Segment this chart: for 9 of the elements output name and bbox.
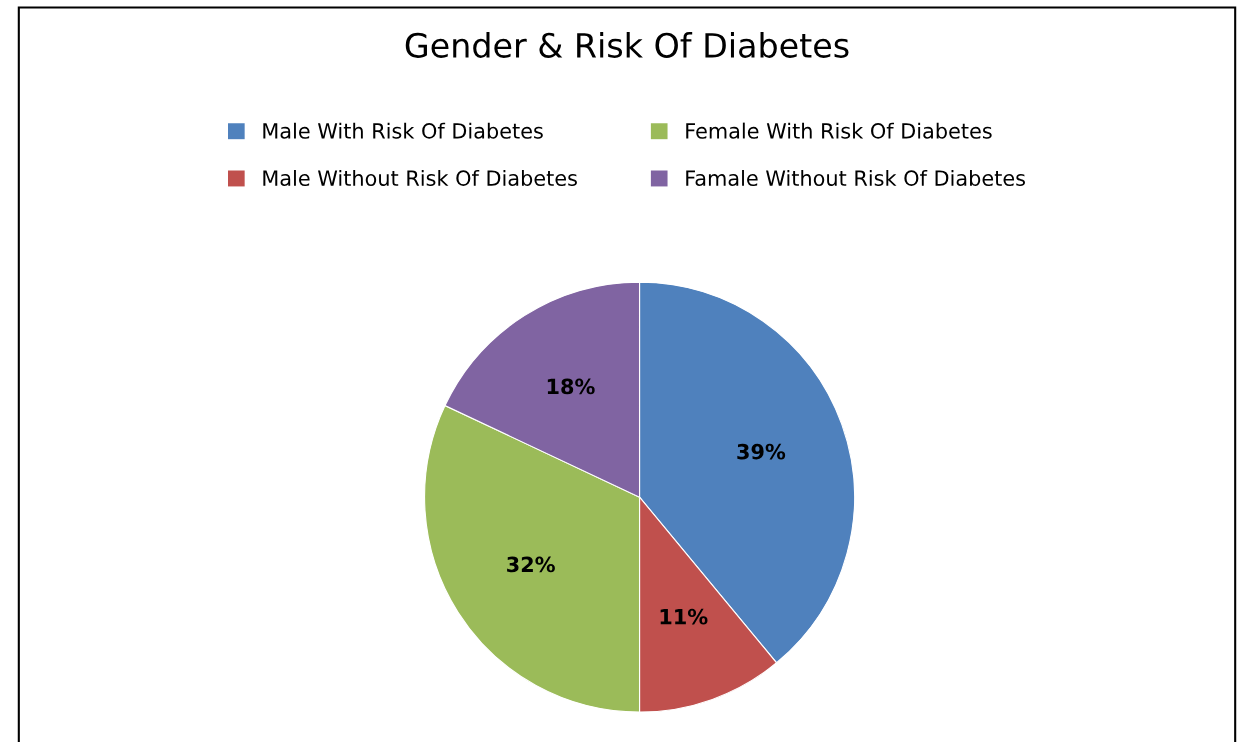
data-label: 32% bbox=[507, 556, 555, 573]
data-label: 18% bbox=[547, 378, 595, 395]
data-label: 11% bbox=[660, 608, 708, 625]
legend-label: Male Without Risk Of Diabetes bbox=[263, 169, 577, 186]
legend-label: Female With Risk Of Diabetes bbox=[686, 122, 992, 139]
legend-label: Male With Risk Of Diabetes bbox=[263, 122, 543, 139]
chart-title: Gender & Risk Of Diabetes bbox=[405, 32, 849, 58]
data-label: 39% bbox=[737, 443, 786, 460]
legend-label: Famale Without Risk Of Diabetes bbox=[686, 169, 1025, 186]
